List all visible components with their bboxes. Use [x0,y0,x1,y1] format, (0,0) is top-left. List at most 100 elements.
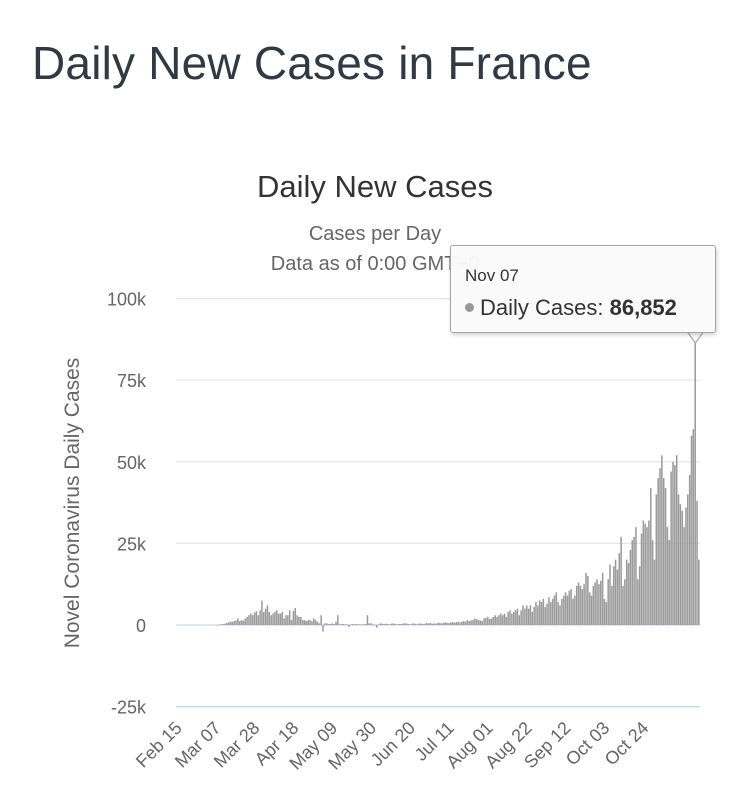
bar [407,624,409,625]
bar [692,429,695,625]
bar [681,510,683,625]
bar [338,624,341,625]
bar [322,625,324,632]
bar [512,611,515,625]
bar [285,615,287,625]
bar [503,613,506,625]
bar [309,620,311,625]
bar [324,623,326,625]
y-tick-label: 25k [117,534,147,554]
bar [359,624,361,625]
bar [337,615,339,625]
bar [622,585,624,625]
bar [450,622,452,625]
bar [250,613,252,625]
bar [435,623,437,625]
bar [220,624,222,625]
bar [459,622,461,625]
bar [633,536,635,625]
bar [674,465,676,625]
bar [662,478,665,625]
bar [350,624,352,625]
bar [311,621,313,625]
bar [366,615,369,625]
bar [420,623,422,625]
bar [288,610,291,625]
bar [287,615,289,625]
bar [644,523,646,625]
bar [688,474,691,625]
bar [538,600,541,625]
bar [301,620,304,625]
bar [677,494,680,625]
bar [248,615,250,625]
bar [405,623,408,625]
bar [468,621,471,625]
bar [392,623,395,625]
bar [453,622,456,625]
bar [379,623,382,625]
x-tick-label: Oct 24 [601,718,653,770]
y-tick-label: 75k [117,371,147,391]
bar [462,621,465,625]
bar [364,624,367,625]
bar [268,611,271,625]
bar [664,487,667,625]
bar [355,624,358,625]
bar [313,618,315,625]
bar [603,598,606,625]
bar [433,623,435,625]
bar [238,621,241,625]
bar [542,598,545,625]
bar [477,620,480,625]
bar [224,623,226,625]
bar [483,618,485,625]
bar [650,487,652,625]
bar [325,623,328,625]
bar [279,613,282,625]
bar [525,605,528,625]
bar [624,579,626,625]
x-tick-label: Jun 20 [367,718,419,770]
bar [657,478,659,625]
tooltip-value: 86,852 [609,295,677,320]
bar [592,585,595,625]
bar [344,624,346,625]
bar [448,623,450,625]
bar [570,589,572,625]
bar [351,624,354,625]
tooltip-date: Nov 07 [465,266,519,285]
series-dot-icon [465,302,474,312]
bar [307,620,309,625]
bar [609,564,611,625]
bar [562,595,565,625]
bar [587,576,589,625]
bar [257,615,259,625]
bar [442,623,445,625]
bar [583,584,585,625]
bar [229,621,232,625]
bar [551,598,554,625]
bar [425,623,428,625]
bar [396,624,398,625]
bar [694,341,696,625]
bar [620,536,622,625]
bar [346,624,348,625]
bar [390,623,393,625]
bar [414,624,417,625]
bar [244,618,247,625]
bar [548,597,550,625]
bar [259,610,261,625]
bar [368,623,371,625]
bar [270,615,272,625]
bar [507,611,509,625]
tooltip-caret [686,331,705,345]
bar [385,623,387,625]
bar [470,620,472,625]
bar [531,611,534,625]
bar [553,595,556,625]
tooltip-row: Daily Cases: 86,852 [465,295,677,321]
bar [292,610,295,625]
bar [320,615,322,625]
bar [572,598,574,625]
